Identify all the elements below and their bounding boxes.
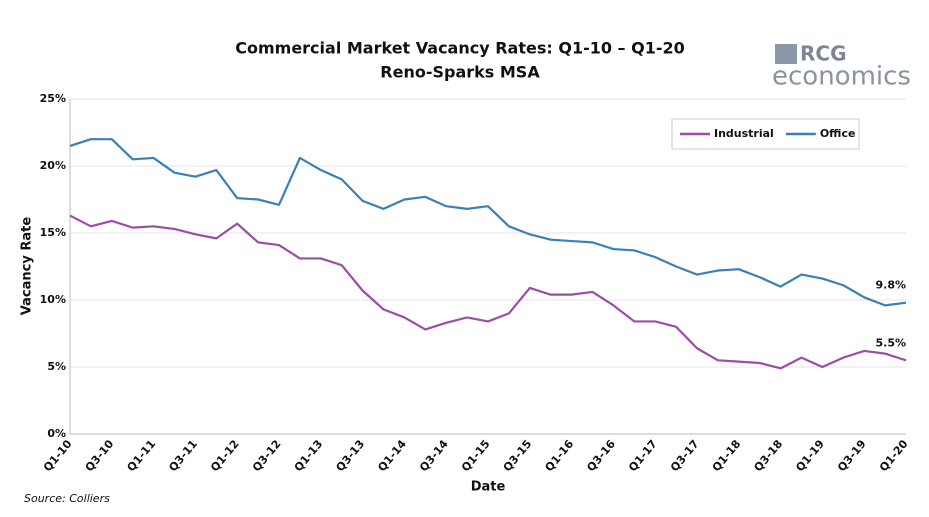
series-line bbox=[69, 138, 907, 307]
y-axis-title: Vacancy Rate bbox=[20, 217, 35, 316]
x-tick-label: Q1-17 bbox=[626, 438, 660, 475]
x-tick-label: Q3-11 bbox=[166, 438, 200, 475]
x-tick-label: Q3-10 bbox=[83, 437, 117, 474]
legend-label: Industrial bbox=[714, 127, 774, 140]
x-tick-label: Q1-16 bbox=[543, 437, 577, 474]
x-tick-label: Q3-17 bbox=[668, 438, 702, 475]
x-tick-label: Q3-13 bbox=[334, 438, 368, 475]
x-tick-label: Q3-19 bbox=[835, 438, 869, 475]
data-label: 9.8% bbox=[875, 279, 906, 292]
chart-title: Commercial Market Vacancy Rates: Q1-10 –… bbox=[235, 39, 685, 58]
x-tick-label: Q1-10 bbox=[41, 437, 75, 474]
x-tick-label: Q3-14 bbox=[417, 437, 451, 474]
logo-top: RCG bbox=[800, 42, 847, 66]
x-tick-label: Q1-19 bbox=[793, 438, 827, 475]
logo-bottom: economics bbox=[772, 62, 911, 92]
y-tick-label: 15% bbox=[40, 226, 66, 239]
legend-label: Office bbox=[820, 127, 856, 140]
y-tick-label: 10% bbox=[40, 293, 66, 306]
x-tick-label: Q1-15 bbox=[459, 438, 493, 475]
x-tick-label: Q1-12 bbox=[208, 438, 242, 475]
x-tick-label: Q1-13 bbox=[292, 438, 326, 475]
y-tick-label: 25% bbox=[40, 92, 66, 105]
y-tick-label: 20% bbox=[40, 159, 66, 172]
x-tick-label: Q1-18 bbox=[710, 438, 744, 475]
x-tick-label: Q3-15 bbox=[501, 438, 535, 475]
logo-icon bbox=[775, 44, 797, 64]
x-axis-title: Date bbox=[471, 480, 506, 495]
x-tick-label: Q3-12 bbox=[250, 438, 284, 475]
data-label: 5.5% bbox=[875, 336, 906, 349]
x-tick-label: Q1-20 bbox=[877, 437, 911, 474]
y-tick-label: 5% bbox=[47, 360, 66, 373]
x-tick-label: Q1-14 bbox=[375, 437, 409, 474]
source-note: Source: Colliers bbox=[24, 492, 110, 505]
x-tick-label: Q3-18 bbox=[752, 438, 786, 475]
series-line bbox=[69, 214, 907, 370]
x-tick-label: Q3-16 bbox=[584, 437, 618, 474]
x-tick-label: Q1-11 bbox=[125, 438, 159, 475]
y-tick-label: 0% bbox=[47, 427, 66, 440]
chart-subtitle: Reno-Sparks MSA bbox=[380, 63, 540, 82]
